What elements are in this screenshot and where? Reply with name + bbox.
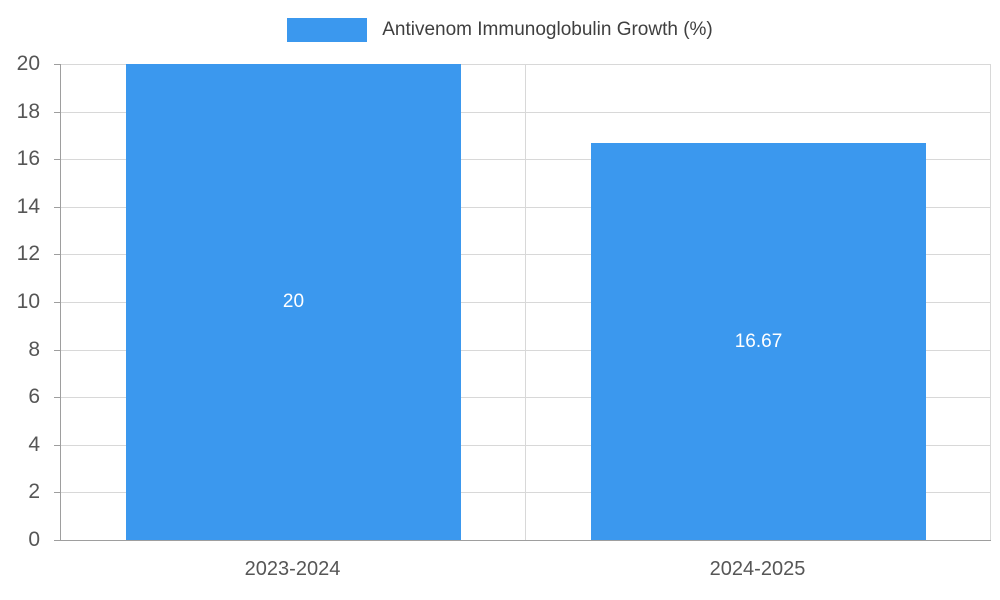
y-tick-label: 0 <box>28 528 40 551</box>
bar-2023-2024 <box>126 64 461 540</box>
y-axis-tick <box>54 159 60 161</box>
x-tick-label: 2023-2024 <box>244 558 341 580</box>
y-axis-tick <box>54 111 60 113</box>
y-gridline <box>61 349 991 351</box>
y-axis-tick <box>54 254 60 256</box>
bar-value-label: 20 <box>282 291 305 312</box>
y-axis-tick <box>54 492 60 494</box>
y-tick-label: 8 <box>28 337 40 361</box>
plot-area: 20 16.67 <box>54 64 991 541</box>
bar-value-label: 16.67 <box>734 330 783 352</box>
y-axis-tick <box>54 444 60 446</box>
bar-2024-2025 <box>591 143 926 540</box>
y-axis-tick <box>54 540 60 541</box>
y-gridline <box>61 254 991 256</box>
y-tick-label: 6 <box>28 385 40 409</box>
y-gridline <box>61 159 991 161</box>
y-tick-label: 18 <box>16 99 40 123</box>
chart-legend[interactable]: Antivenom Immunoglobulin Growth (%) <box>0 16 1000 44</box>
legend-swatch <box>287 18 368 42</box>
y-axis-labels: 0 2 4 6 8 10 12 14 16 18 20 <box>0 52 52 551</box>
y-tick-label: 10 <box>16 290 40 313</box>
x-gridline <box>990 64 991 540</box>
y-gridline <box>61 64 991 65</box>
y-tick-label: 20 <box>16 52 40 75</box>
y-axis-tick <box>54 349 60 351</box>
y-tick-label: 12 <box>16 242 40 266</box>
y-gridline <box>61 111 991 113</box>
y-axis-tick <box>54 64 60 65</box>
y-axis-tick <box>54 206 60 208</box>
y-tick-label: 2 <box>28 480 40 504</box>
x-gridline <box>525 64 526 540</box>
y-gridline <box>61 397 991 399</box>
y-axis-tick <box>54 397 60 399</box>
y-gridline <box>61 302 991 303</box>
y-tick-label: 16 <box>16 147 40 171</box>
y-tick-label: 4 <box>28 432 40 456</box>
legend-label: Antivenom Immunoglobulin Growth (%) <box>382 19 713 40</box>
y-gridline <box>61 206 991 208</box>
x-axis-labels: 2023-2024 2024-2025 <box>60 558 990 588</box>
y-gridline <box>61 492 991 494</box>
y-gridline <box>61 444 991 446</box>
y-axis-tick <box>54 302 60 303</box>
y-tick-label: 14 <box>16 194 40 218</box>
x-tick-label: 2024-2025 <box>709 558 806 580</box>
